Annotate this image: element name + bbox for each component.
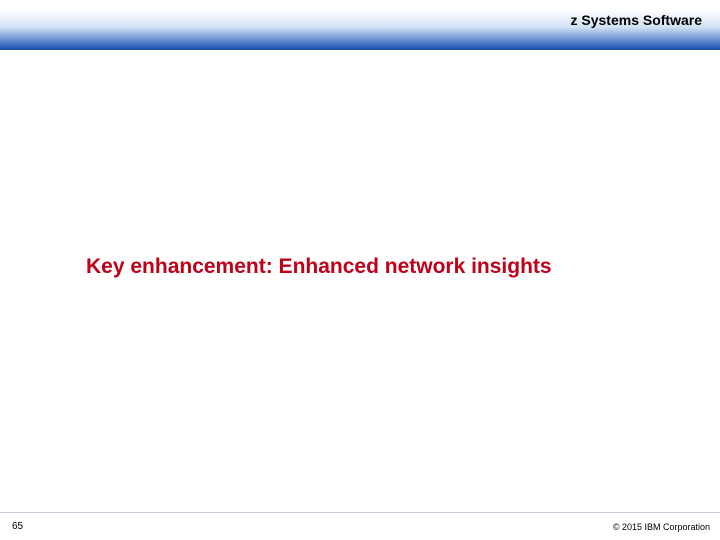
footer-bar: 65 © 2015 IBM Corporation (0, 512, 720, 540)
slide-title: Key enhancement: Enhanced network insigh… (86, 255, 552, 279)
header-gradient-band: z Systems Software (0, 0, 720, 50)
header-label: z Systems Software (571, 12, 703, 28)
copyright-text: © 2015 IBM Corporation (613, 522, 710, 532)
page-number: 65 (12, 521, 23, 532)
slide-container: z Systems Software Key enhancement: Enha… (0, 0, 720, 540)
